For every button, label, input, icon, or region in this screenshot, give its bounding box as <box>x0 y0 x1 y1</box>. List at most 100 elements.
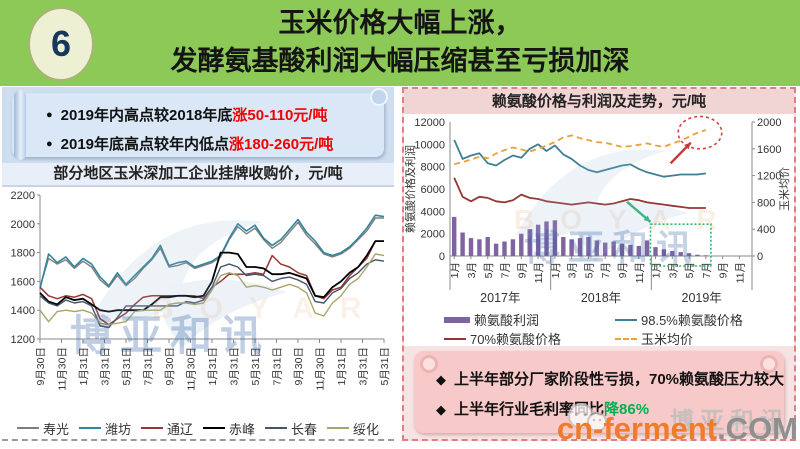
svg-text:3月: 3月 <box>667 262 679 278</box>
corn-price-chart-svg: 1200 1400 1600 1800 2000 2200 9月30日 11月30日 1月31日… <box>11 190 391 391</box>
legend-item: 赤峰 <box>203 419 255 438</box>
left-panel: ● 2019年内高点较2018年底涨50-110元/吨 ● 2019年底高点较年内低点… <box>2 87 394 441</box>
svg-text:11月30日: 11月30日 <box>57 347 69 391</box>
lysine-chart: BOYAR 博亚和讯 0 2000 4000 6000 8000 10000 12000 0 4… <box>403 114 794 348</box>
svg-text:2000: 2000 <box>11 219 35 231</box>
svg-text:1200: 1200 <box>757 171 781 183</box>
svg-text:2017年: 2017年 <box>480 291 520 305</box>
wechat-icon <box>568 403 607 432</box>
legend-item: 潍坊 <box>78 419 131 438</box>
legend-swatch <box>615 318 637 321</box>
svg-text:7月: 7月 <box>600 262 612 278</box>
svg-text:4000: 4000 <box>421 206 445 218</box>
svg-text:9月30日: 9月30日 <box>35 347 47 386</box>
svg-text:1200: 1200 <box>11 334 35 346</box>
svg-text:9月: 9月 <box>718 262 730 278</box>
svg-text:5月: 5月 <box>583 262 595 278</box>
svg-text:5月31日: 5月31日 <box>379 347 391 386</box>
key-points-scroll-box: ● 2019年内高点较2018年底涨50-110元/吨 ● 2019年底高点较年内低点… <box>12 88 388 160</box>
title-line-2: 发酵氨基酸利润大幅压缩甚至亏损加深 <box>170 46 630 76</box>
svg-text:0: 0 <box>439 251 445 263</box>
page-number: 6 <box>50 23 72 64</box>
site-watermark: 博亚和讯 cn-ferment.COM <box>538 401 798 449</box>
svg-text:2019年: 2019年 <box>682 291 722 305</box>
svg-text:1月: 1月 <box>449 262 461 278</box>
svg-text:9月: 9月 <box>617 262 629 278</box>
svg-text:7月31日: 7月31日 <box>272 347 284 386</box>
summary-list: ◆ 上半年部分厂家阶段性亏损，70%赖氨酸压力较大 ◆ 上半年行业毛利率同比降86% <box>414 351 784 425</box>
legend-item: 赖氨酸利润 <box>444 310 615 329</box>
legend-swatch <box>444 337 466 340</box>
bullet-icon: ● <box>46 109 53 121</box>
svg-text:1400: 1400 <box>11 305 35 317</box>
svg-text:11月30日: 11月30日 <box>315 347 327 391</box>
svg-text:5月: 5月 <box>483 262 495 278</box>
site-name-main: cn-ferment <box>556 411 718 446</box>
legend-swatch <box>265 427 288 429</box>
svg-text:3月: 3月 <box>466 262 478 278</box>
legend-item: 70%赖氨酸价格 <box>444 329 615 348</box>
svg-text:5月31日: 5月31日 <box>121 347 133 386</box>
legend-item: 玉米均价 <box>615 329 786 348</box>
right-chart-title: 赖氨酸价格与利润及走势，元/吨 <box>404 89 794 114</box>
bullet-icon: ◆ <box>436 402 446 417</box>
legend-swatch <box>203 427 225 429</box>
key-points-area: ● 2019年内高点较2018年底涨50-110元/吨 ● 2019年底高点较年内低点… <box>2 87 394 163</box>
svg-text:9月30日: 9月30日 <box>293 347 305 386</box>
svg-text:1600: 1600 <box>11 276 35 288</box>
left-chart-title: 部分地区玉米深加工企业挂牌收购价，元/吨 <box>2 163 394 187</box>
svg-text:2000: 2000 <box>421 229 445 241</box>
svg-text:800: 800 <box>757 197 775 209</box>
legend-swatch <box>327 427 350 429</box>
right-panel: 赖氨酸价格与利润及走势，元/吨 BOYAR 博亚和讯 0 2000 4000 6000… <box>402 87 796 441</box>
legend-swatch <box>140 427 163 429</box>
lysine-chart-svg: 0 2000 4000 6000 8000 10000 12000 0 400 800 1200 16… <box>403 115 791 305</box>
legend-item: 通辽 <box>140 419 193 438</box>
boyar-gray-watermark: 博亚和讯 <box>670 408 790 435</box>
header: 6 玉米价格大幅上涨， 发酵氨基酸利润大幅压缩甚至亏损加深 <box>0 0 800 86</box>
left-chart-legend: 寿光 潍坊 通辽 赤峰 长春 绥化 <box>2 417 394 439</box>
svg-text:2000: 2000 <box>757 117 781 129</box>
svg-text:1月: 1月 <box>651 262 663 278</box>
summary-box: ◆ 上半年部分厂家阶段性亏损，70%赖氨酸压力较大 ◆ 上半年行业毛利率同比降86% <box>414 351 784 433</box>
bullet-item: ● 2019年底高点较年内低点涨180-260元/吨 <box>46 136 334 153</box>
svg-text:1月31日: 1月31日 <box>207 347 219 386</box>
svg-text:5月: 5月 <box>684 262 696 278</box>
bullet-item: ● 2019年内高点较2018年底涨50-110元/吨 <box>46 107 328 124</box>
svg-text:11月: 11月 <box>634 262 646 283</box>
svg-text:10000: 10000 <box>414 139 445 151</box>
svg-text:1月31日: 1月31日 <box>78 347 90 386</box>
svg-text:玉米均价: 玉米均价 <box>778 167 791 211</box>
svg-text:2200: 2200 <box>11 190 35 202</box>
svg-text:1月31日: 1月31日 <box>336 347 348 386</box>
legend-item: 98.5%赖氨酸价格 <box>615 310 786 329</box>
svg-text:7月: 7月 <box>500 262 512 278</box>
legend-item: 长春 <box>265 419 317 438</box>
svg-text:7月31日: 7月31日 <box>143 347 155 386</box>
site-name-tld: .COM <box>717 411 798 446</box>
legend-swatch <box>78 427 101 429</box>
title-line-1: 玉米价格大幅上涨， <box>278 8 522 38</box>
right-chart-legend: 赖氨酸利润 98.5%赖氨酸价格 70%赖氨酸价格 玉米均价 <box>404 310 794 348</box>
corn-price-chart: BOYAR 博亚和讯 1200 1400 1600 1800 2000 2200 9月30日… <box>2 187 394 417</box>
svg-text:3月31日: 3月31日 <box>358 347 370 386</box>
svg-text:3月31日: 3月31日 <box>100 347 112 386</box>
svg-text:5月31日: 5月31日 <box>250 347 262 386</box>
svg-text:11月: 11月 <box>734 262 746 283</box>
bullet-icon: ● <box>46 138 53 150</box>
bullet-icon: ◆ <box>436 372 446 387</box>
legend-swatch <box>444 316 470 323</box>
svg-text:0: 0 <box>757 251 763 263</box>
svg-text:11月30日: 11月30日 <box>186 347 198 391</box>
svg-text:3月: 3月 <box>567 262 579 278</box>
legend-item: 绥化 <box>327 419 379 438</box>
page-number-badge: 6 <box>28 7 94 81</box>
bullet-item: ◆ 上半年行业毛利率同比降86% <box>436 401 650 418</box>
svg-text:赖氨酸价格及利润: 赖氨酸价格及利润 <box>404 145 417 233</box>
svg-text:6000: 6000 <box>421 184 445 196</box>
svg-text:8000: 8000 <box>421 162 445 174</box>
legend-swatch <box>615 337 637 340</box>
svg-text:2018年: 2018年 <box>581 291 621 305</box>
site-name: cn-ferment.COM <box>557 411 798 447</box>
